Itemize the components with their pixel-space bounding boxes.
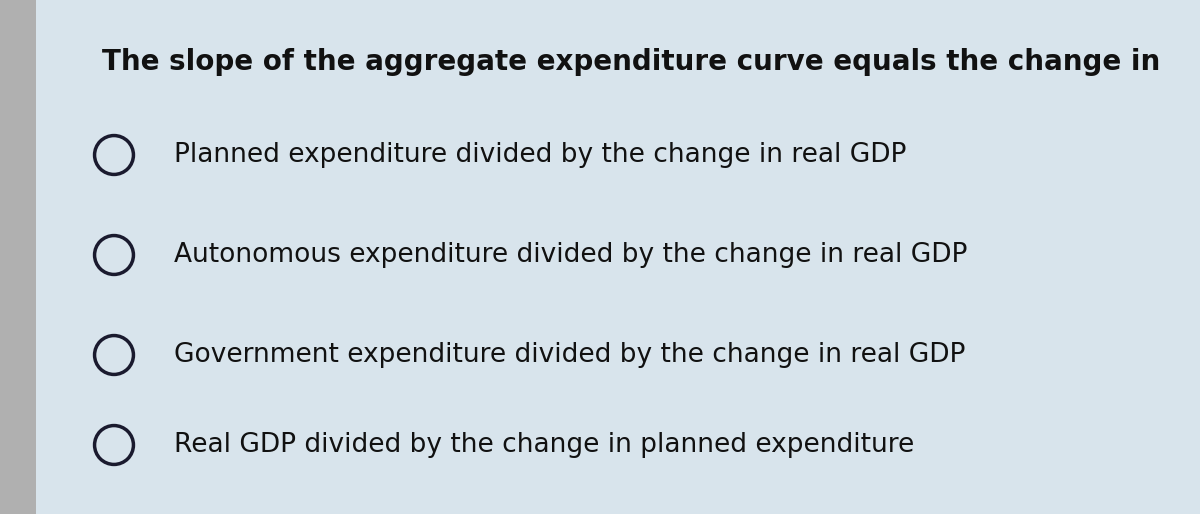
Bar [0,0,36,514]
Text: The slope of the aggregate expenditure curve equals the change in: The slope of the aggregate expenditure c… [102,48,1170,76]
Text: Planned expenditure divided by the change in real GDP: Planned expenditure divided by the chang… [174,142,906,168]
Text: Real GDP divided by the change in planned expenditure: Real GDP divided by the change in planne… [174,432,914,458]
Text: Government expenditure divided by the change in real GDP: Government expenditure divided by the ch… [174,342,965,368]
Text: Autonomous expenditure divided by the change in real GDP: Autonomous expenditure divided by the ch… [174,242,967,268]
